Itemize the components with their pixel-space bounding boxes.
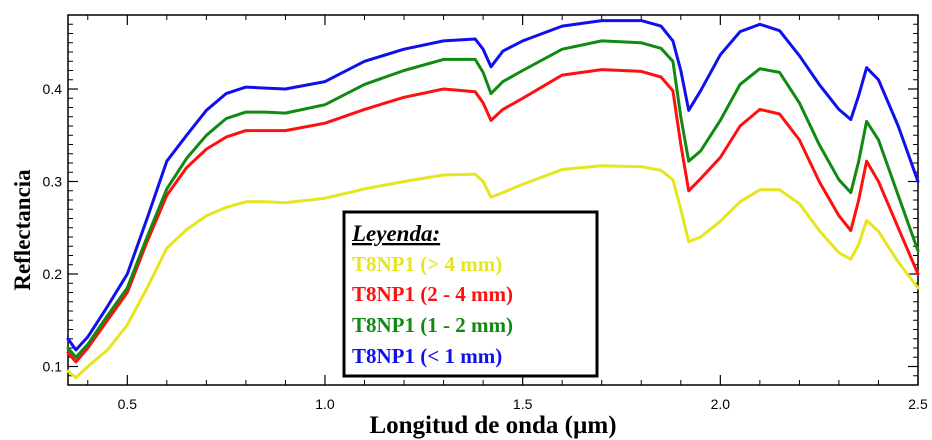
x-tick-label: 0.5 bbox=[118, 396, 138, 412]
series-line-2 bbox=[66, 68, 920, 364]
series-line-3 bbox=[66, 39, 920, 359]
x-tick-label: 2.5 bbox=[908, 396, 928, 412]
legend-entry-4: T8NP1 (< 1 mm) bbox=[352, 344, 502, 368]
legend: Leyenda: T8NP1 (> 4 mm) T8NP1 (2 - 4 mm)… bbox=[342, 210, 599, 378]
legend-box bbox=[342, 210, 599, 378]
axis-ticks: 0.5 1.0 1.5 2.0 2.5 0.1 0.2 0.3 0.4 bbox=[43, 15, 928, 412]
series-line-4 bbox=[66, 19, 920, 352]
series-line-1 bbox=[66, 164, 920, 380]
y-tick-label: 0.2 bbox=[43, 266, 63, 282]
y-tick-label: 0.3 bbox=[43, 174, 63, 190]
legend-entry-3: T8NP1 (1 - 2 mm) bbox=[352, 313, 513, 337]
x-axis-title: Longitud de onda (µm) bbox=[369, 412, 616, 439]
y-tick-label: 0.1 bbox=[43, 359, 63, 375]
legend-entry-2: T8NP1 (2 - 4 mm) bbox=[352, 282, 513, 306]
legend-entry-1: T8NP1 (> 4 mm) bbox=[352, 252, 502, 276]
legend-title: Leyenda: bbox=[351, 221, 440, 246]
x-tick-label: 1.0 bbox=[315, 396, 335, 412]
y-tick-label: 0.4 bbox=[43, 81, 63, 97]
y-axis-title: Reflectancia bbox=[10, 169, 35, 291]
series-lines bbox=[66, 19, 920, 380]
x-tick-label: 2.0 bbox=[711, 396, 731, 412]
x-tick-label: 1.5 bbox=[513, 396, 533, 412]
